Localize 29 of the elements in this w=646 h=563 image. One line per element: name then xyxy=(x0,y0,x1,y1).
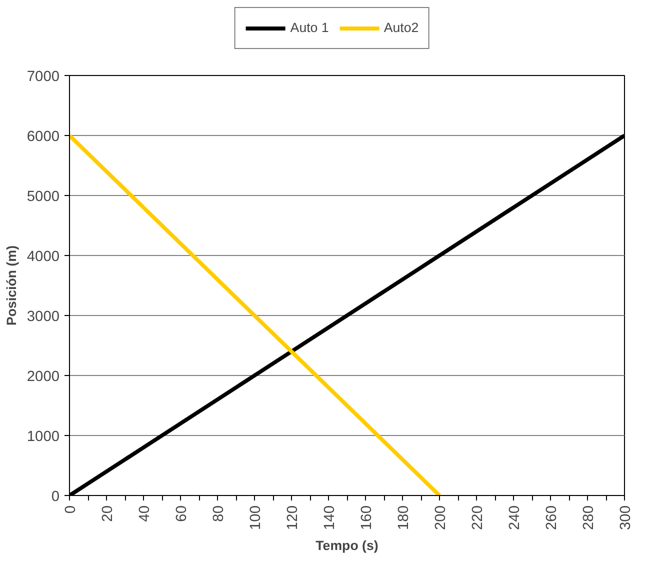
x-tick-label: 20 xyxy=(100,505,116,522)
y-tick-label: 1000 xyxy=(26,429,60,445)
x-axis-title: Tempo (s) xyxy=(316,538,378,553)
line-series xyxy=(70,134,442,496)
x-tick-label: 0 xyxy=(63,505,79,514)
x-tick-label: 40 xyxy=(137,505,153,522)
y-tick-label: 6000 xyxy=(26,129,60,145)
y-tick-label: 3000 xyxy=(26,309,60,325)
x-tick-label: 100 xyxy=(248,505,264,530)
x-tick-label: 140 xyxy=(322,505,338,530)
y-tick-label: 7000 xyxy=(26,69,60,85)
y-tick-label: 5000 xyxy=(26,189,60,205)
y-tick-label: 4000 xyxy=(26,249,60,265)
y-tick-label: 0 xyxy=(51,489,60,505)
x-tick-label: 120 xyxy=(285,505,301,530)
x-tick-label: 280 xyxy=(581,505,597,530)
x-tick-label: 180 xyxy=(396,505,412,530)
legend-label: Auto2 xyxy=(384,20,419,35)
x-tick-label: 300 xyxy=(618,505,634,530)
x-tick-label: 80 xyxy=(211,505,227,522)
x-tick-label: 220 xyxy=(470,505,486,530)
y-axis-title: Posición (m) xyxy=(4,246,19,326)
x-tick-label: 200 xyxy=(433,505,449,530)
x-tick-label: 60 xyxy=(174,505,190,522)
x-tick-label: 160 xyxy=(359,505,375,530)
y-tick-label: 2000 xyxy=(26,369,60,385)
x-tick-label: 260 xyxy=(544,505,560,530)
legend-label: Auto 1 xyxy=(290,20,329,35)
x-tick-label: 240 xyxy=(507,505,523,530)
